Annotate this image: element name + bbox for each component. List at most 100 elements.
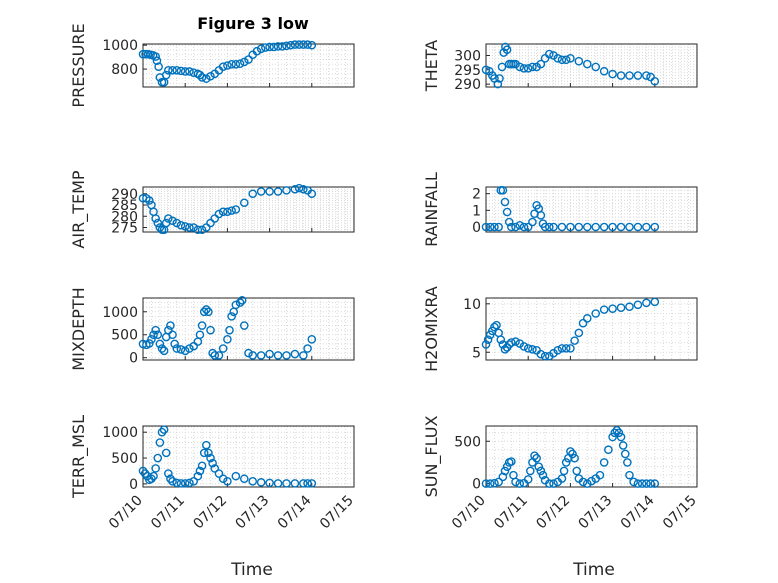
data-point	[231, 471, 241, 481]
data-point	[159, 346, 169, 356]
data-point	[545, 49, 554, 59]
axes-box	[485, 297, 698, 361]
data-point	[559, 466, 569, 476]
data-point	[256, 478, 266, 487]
y-tick-label: 0	[129, 351, 138, 367]
data-point	[172, 218, 182, 228]
y-axis-label: TERR_MSL	[69, 415, 89, 499]
axes-box	[142, 297, 355, 361]
data-point	[189, 223, 198, 232]
x-tick-label: 07/14	[618, 492, 658, 532]
data-point	[210, 464, 220, 473]
data-point	[504, 217, 514, 227]
data-point	[572, 466, 582, 476]
data-point	[502, 462, 512, 471]
data-point	[642, 222, 651, 232]
data-point	[582, 314, 592, 323]
data-point	[168, 65, 177, 75]
data-point	[206, 218, 215, 228]
data-point	[534, 462, 544, 471]
data-point	[159, 425, 169, 434]
data-point	[540, 351, 550, 361]
data-point	[166, 474, 175, 484]
data-point	[153, 330, 163, 340]
data-point	[151, 214, 160, 223]
data-point	[152, 56, 162, 66]
data-point	[176, 345, 186, 354]
data-point	[197, 321, 207, 330]
data-point	[170, 339, 179, 349]
subplot-7: 0 500 07/10 07/11 07/12 07/13 07/14 07/15 SUN_FL…	[422, 416, 700, 533]
data-point	[599, 305, 609, 314]
data-point	[218, 62, 228, 71]
data-point	[265, 478, 274, 488]
data-point	[623, 458, 632, 467]
data-point	[164, 214, 173, 223]
x-tick-label: 07/10	[106, 493, 146, 533]
data-point	[536, 59, 546, 69]
data-point	[199, 448, 209, 458]
data-point	[307, 479, 317, 488]
data-point	[164, 65, 173, 75]
data-point	[195, 330, 205, 340]
y-tick-label: 290	[454, 77, 481, 93]
y-axis-label: AIR_TEMP	[69, 170, 89, 248]
y-tick-label: 280	[111, 209, 138, 225]
data-point	[528, 217, 537, 227]
data-point	[494, 222, 503, 232]
data-point	[193, 225, 203, 235]
data-point	[218, 474, 228, 484]
y-tick-label: 10	[463, 297, 481, 313]
data-point	[180, 67, 190, 76]
data-point	[523, 222, 533, 232]
data-point	[265, 42, 274, 52]
data-point	[290, 349, 300, 359]
data-point	[244, 55, 253, 64]
data-point	[210, 214, 220, 223]
y-tick-label: 295	[454, 63, 481, 79]
data-point	[195, 466, 205, 476]
y-tick-label: 0	[472, 220, 481, 236]
x-tick-label: 07/12	[533, 493, 573, 533]
data-point	[206, 453, 215, 463]
data-point	[227, 60, 236, 69]
y-tick-label: 500	[111, 328, 138, 344]
y-tick-label: 500	[454, 434, 481, 450]
data-point	[303, 479, 312, 488]
data-point	[629, 477, 639, 487]
data-point	[608, 222, 617, 232]
data-point	[180, 222, 190, 231]
data-point	[151, 52, 160, 61]
x-tick-label: 07/10	[449, 493, 489, 533]
data-point	[307, 189, 317, 199]
axes-box	[142, 425, 355, 488]
data-point	[252, 46, 262, 56]
data-point	[168, 477, 177, 486]
y-tick-label: 500	[111, 451, 138, 467]
data-point	[650, 222, 660, 232]
data-point	[223, 61, 232, 70]
data-point	[633, 300, 643, 310]
x-tick-label: 07/15	[660, 493, 700, 533]
y-axis-label: MIXDEPTH	[69, 287, 88, 370]
data-point	[277, 42, 287, 51]
data-point	[536, 466, 546, 476]
data-point	[620, 449, 630, 459]
subplot-4: 0 500 1000 MIXDEPTH	[69, 287, 355, 371]
data-point	[154, 62, 163, 71]
data-point	[180, 346, 190, 356]
data-point	[507, 222, 516, 232]
data-point	[646, 72, 655, 82]
subplot-3: 012 RAINFALL	[422, 172, 698, 247]
data-point	[530, 451, 539, 460]
data-point	[206, 71, 215, 81]
data-point	[231, 205, 241, 214]
x-tick-label: 07/13	[576, 493, 616, 533]
data-point	[214, 209, 224, 219]
data-point	[566, 54, 575, 63]
data-point	[227, 206, 236, 215]
data-point	[528, 345, 537, 354]
data-point	[282, 351, 291, 360]
data-point	[642, 298, 651, 308]
